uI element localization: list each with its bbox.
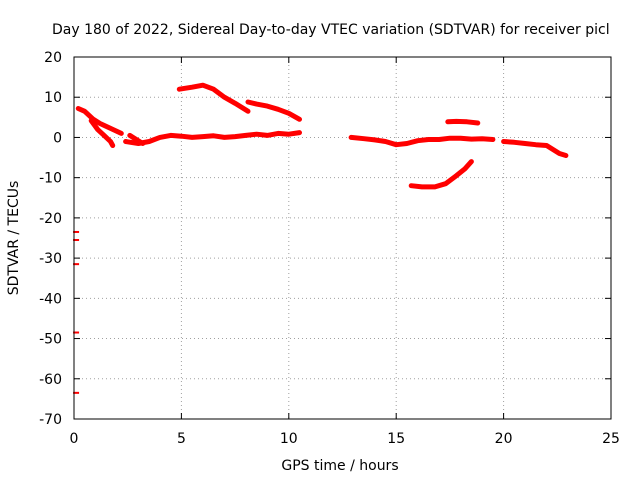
chart-title: Day 180 of 2022, Sidereal Day-to-day VTE… — [52, 22, 610, 38]
x-tick-label: 15 — [387, 431, 405, 447]
y-tick-label: 10 — [44, 90, 62, 106]
x-tick-label: 20 — [495, 431, 513, 447]
x-tick-label: 0 — [70, 431, 79, 447]
series-arc-2 — [88, 118, 116, 148]
y-tick-label: -10 — [39, 171, 62, 187]
plot-frame — [73, 56, 612, 420]
y-axis-title: SDTVAR / TECUs — [6, 181, 22, 296]
x-tick-label: 10 — [280, 431, 298, 447]
y-tick-label: 0 — [53, 130, 62, 146]
series-arc-10 — [445, 118, 481, 126]
series-arc-5 — [176, 82, 251, 114]
series-arc-9 — [408, 159, 474, 190]
y-tick-label: -70 — [39, 412, 62, 428]
x-tick-label: 25 — [602, 431, 620, 447]
series-arc-4 — [127, 132, 146, 146]
axis-ticks: 0 5 10 15 20 25 -70 -60 -50 -40 -30 -20 -10 0 10 20 — [39, 50, 620, 447]
series-arc-8 — [501, 139, 569, 158]
series-arc-1 — [75, 106, 124, 136]
series-arc-6 — [245, 99, 302, 122]
y-tick-label: -50 — [39, 332, 62, 348]
y-tick-label: -20 — [39, 211, 62, 227]
grid-lines — [74, 57, 611, 419]
y-tick-label: -60 — [39, 372, 62, 388]
data-series — [75, 82, 569, 190]
y-tick-label: 20 — [44, 50, 62, 66]
series-arc-7 — [348, 134, 496, 148]
x-axis-title: GPS time / hours — [281, 458, 398, 474]
y-tick-label: -30 — [39, 251, 62, 267]
y-tick-label: -40 — [39, 291, 62, 307]
series-arc-3 — [123, 130, 302, 146]
x-tick-label: 5 — [177, 431, 186, 447]
